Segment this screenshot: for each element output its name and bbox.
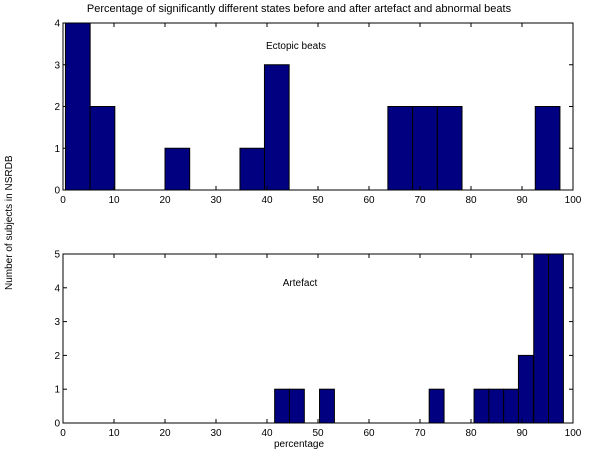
artefact-xtick-label-4: 40 xyxy=(261,428,273,439)
artefact-xtick-label-0: 0 xyxy=(60,428,66,439)
ectopic-xtick-label-4: 40 xyxy=(261,195,273,206)
ectopic-annotation: Ectopic beats xyxy=(266,41,326,52)
ectopic-bar-6 xyxy=(412,106,438,191)
ectopic-ytick-label-0: 0 xyxy=(54,186,60,197)
ectopic-ytick-label-1: 1 xyxy=(54,144,60,155)
artefact-bar-8 xyxy=(533,253,550,424)
figure-title: Percentage of significantly different st… xyxy=(86,3,512,15)
artefact-xtick-label-6: 60 xyxy=(363,428,375,439)
ectopic-xtick-label-6: 60 xyxy=(363,195,375,206)
ectopic-xtick-label-5: 50 xyxy=(312,195,324,206)
artefact-xtick-label-2: 20 xyxy=(159,428,171,439)
ectopic-ytick-label-2: 2 xyxy=(54,102,60,113)
artefact-bar-3 xyxy=(428,388,445,424)
ectopic-bar-2 xyxy=(164,147,191,191)
artefact-xtick-label-1: 10 xyxy=(108,428,120,439)
artefact-bar-2 xyxy=(319,388,335,424)
artefact-ytick-label-5: 5 xyxy=(54,250,60,261)
ectopic-xtick-label-8: 80 xyxy=(465,195,477,206)
artefact-ytick-label-3: 3 xyxy=(54,317,60,328)
artefact-ytick-label-1: 1 xyxy=(54,385,60,396)
ectopic-bar-4 xyxy=(263,64,290,191)
artefact-ytick-label-2: 2 xyxy=(54,351,60,362)
artefact-ytick-label-4: 4 xyxy=(54,283,60,294)
ectopic-bar-8 xyxy=(534,106,561,191)
artefact-bar-1 xyxy=(288,388,305,424)
artefact-xtick-label-8: 80 xyxy=(465,428,477,439)
ectopic-ytick-label-3: 3 xyxy=(54,60,60,71)
artefact-bar-5 xyxy=(488,388,505,424)
artefact-bar-7 xyxy=(517,354,534,424)
ectopic-bar-7 xyxy=(436,106,463,191)
artefact-xtick-label-9: 90 xyxy=(516,428,528,439)
artefact-bar-9 xyxy=(548,253,564,424)
ectopic-xtick-label-2: 20 xyxy=(159,195,171,206)
ectopic-xtick-label-7: 70 xyxy=(414,195,426,206)
artefact-ytick-label-0: 0 xyxy=(54,419,60,430)
artefact-xtick-label-5: 50 xyxy=(312,428,324,439)
ectopic-xtick-label-0: 0 xyxy=(60,195,66,206)
ectopic-xtick-label-10: 100 xyxy=(565,195,582,206)
artefact-xtick-label-3: 30 xyxy=(210,428,222,439)
artefact-bar-0 xyxy=(274,388,291,424)
ectopic-bar-1 xyxy=(89,106,116,191)
artefact-xtick-label-10: 100 xyxy=(565,428,582,439)
ectopic-bar-0 xyxy=(64,22,91,191)
artefact-bar-6 xyxy=(503,388,520,424)
artefact-bar-4 xyxy=(473,388,490,424)
ectopic-xtick-label-1: 10 xyxy=(108,195,120,206)
ectopic-xtick-label-9: 90 xyxy=(516,195,528,206)
ectopic-bar-5 xyxy=(387,106,414,191)
ectopic-ytick-label-4: 4 xyxy=(54,19,60,30)
artefact-annotation: Artefact xyxy=(283,278,318,289)
artefact-xtick-label-7: 70 xyxy=(414,428,426,439)
x-axis-label: percentage xyxy=(273,439,325,450)
ectopic-xtick-label-3: 30 xyxy=(210,195,222,206)
ectopic-bar-3 xyxy=(239,147,266,191)
